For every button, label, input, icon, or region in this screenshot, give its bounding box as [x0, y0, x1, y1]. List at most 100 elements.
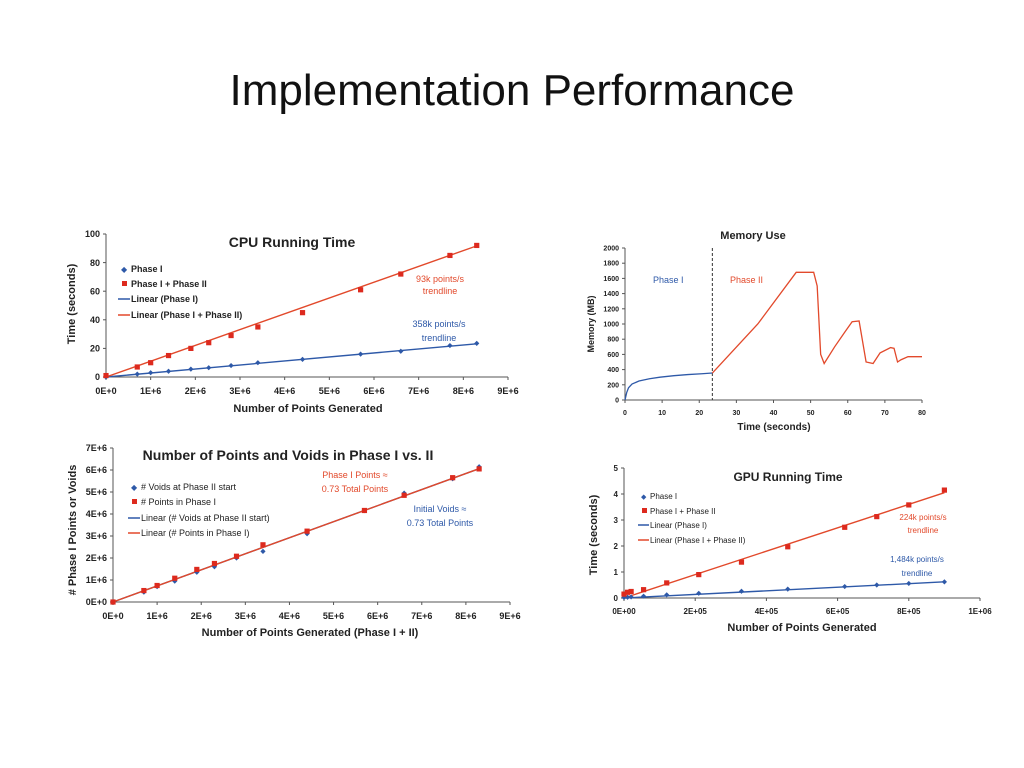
y-axis-label: Memory (MB) — [586, 295, 596, 352]
legend-marker-voids: ◆ — [131, 483, 138, 492]
data-point-square — [206, 340, 212, 346]
x-axis-label: Time (seconds) — [737, 422, 810, 433]
memory-chart-panel: Memory Use Memory (MB) Time (seconds) Ph… — [578, 226, 930, 436]
y-tick-label: 2E+6 — [86, 553, 107, 563]
legend-marker-points — [132, 499, 137, 504]
x-tick-label: 3E+6 — [235, 611, 256, 621]
data-point-diamond — [134, 371, 140, 377]
data-point-diamond — [358, 351, 364, 357]
y-tick-label: 7E+6 — [86, 443, 107, 453]
y-tick-label: 100 — [85, 229, 100, 239]
data-point-square — [172, 575, 178, 581]
x-tick-label: 3E+6 — [229, 386, 250, 396]
series-line-phase1 — [624, 372, 713, 401]
y-tick-label: 4 — [614, 490, 619, 499]
voids-chart-panel: Number of Points and Voids in Phase I vs… — [60, 438, 530, 644]
data-point-diamond — [260, 548, 266, 554]
x-tick-label: 6E+6 — [363, 386, 384, 396]
y-tick-label: 5 — [614, 464, 619, 473]
data-point-diamond — [148, 370, 154, 376]
data-point-square — [141, 587, 147, 594]
data-point-square — [103, 372, 109, 379]
phase2-label: Phase II — [730, 275, 763, 285]
legend-linear-phase1: Linear (Phase I) — [131, 294, 198, 304]
legend-points: # Points in Phase I — [141, 497, 216, 507]
y-tick-label: 600 — [607, 352, 619, 359]
y-tick-label: 400 — [607, 367, 619, 374]
legend-phase1: Phase I — [650, 492, 677, 501]
x-tick-label: 60 — [844, 410, 852, 417]
data-point-diamond — [299, 356, 306, 363]
annotation-phase1: 358k points/s trendline — [412, 319, 466, 343]
chart-title: Number of Points and Voids in Phase I vs… — [143, 447, 434, 463]
data-point-diamond — [172, 578, 178, 584]
legend-phase1: Phase I — [131, 264, 163, 274]
cpu-chart-panel: CPU Running Time Time (seconds) Number o… — [58, 224, 528, 420]
data-point-diamond — [206, 365, 212, 371]
data-point-diamond — [738, 588, 745, 594]
y-tick-label: 1 — [614, 568, 619, 577]
data-point-diamond — [398, 348, 404, 354]
annotation-line2: 0.73 Total Points — [322, 484, 389, 494]
data-point-square — [941, 487, 947, 493]
slide-title: Implementation Performance — [229, 66, 795, 115]
y-tick-label: 1800 — [603, 261, 619, 268]
legend: ◆ # Voids at Phase II start # Points in … — [128, 482, 270, 538]
data-point-square — [148, 360, 154, 366]
legend-marker-phase2 — [642, 508, 647, 513]
x-tick-label: 2E+6 — [185, 386, 206, 396]
x-axis-label: Number of Points Generated (Phase I + II… — [202, 627, 419, 639]
x-tick-label: 4E+6 — [279, 611, 300, 621]
x-tick-label: 30 — [732, 410, 740, 417]
y-tick-label: 5E+6 — [86, 487, 107, 497]
data-point-square — [188, 345, 194, 351]
y-tick-label: 80 — [90, 258, 100, 268]
x-tick-label: 10 — [658, 410, 666, 417]
annotation-phase1: 1,484k points/s trendline — [890, 555, 944, 578]
data-point-square — [299, 310, 306, 316]
legend-marker-phase1: ◆ — [641, 494, 647, 501]
trendline-phase2 — [623, 492, 945, 599]
legend: ◆ Phase I Phase I + Phase II Linear (Pha… — [118, 264, 242, 320]
voids-chart: Number of Points and Voids in Phase I vs… — [67, 443, 521, 639]
chart-title: Memory Use — [720, 230, 785, 242]
data-point-square — [664, 580, 670, 586]
legend: ◆ Phase I Phase I + Phase II Linear (Pha… — [638, 492, 746, 545]
data-point-square — [228, 332, 234, 339]
data-point-square — [134, 364, 140, 370]
data-point-square — [110, 599, 116, 605]
data-point-square — [640, 587, 647, 593]
data-point-diamond — [842, 583, 848, 590]
legend-linear-phase2: Linear (Phase I + Phase II) — [650, 536, 746, 545]
data-point-square — [842, 524, 848, 530]
cpu-chart: CPU Running Time Time (seconds) Number o… — [66, 229, 519, 415]
data-point-square — [398, 271, 404, 277]
y-tick-label: 0 — [614, 594, 619, 603]
x-tick-label: 6E+6 — [367, 611, 388, 621]
legend-marker-phase1: ◆ — [121, 265, 128, 274]
series-line-phase2 — [711, 271, 922, 374]
annotation-line1: Initial Voids ≈ — [414, 504, 467, 514]
annotation-line2: 0.73 Total Points — [407, 518, 474, 528]
y-tick-label: 4E+6 — [86, 509, 107, 519]
x-tick-label: 8E+05 — [897, 607, 921, 616]
data-point-square — [304, 528, 310, 534]
data-point-square — [447, 252, 453, 259]
legend-linear-voids: Linear (# Voids at Phase II start) — [141, 513, 270, 523]
x-tick-label: 4E+6 — [274, 386, 295, 396]
y-tick-label: 1E+6 — [86, 575, 107, 585]
x-tick-label: 2E+6 — [191, 611, 212, 621]
x-tick-label: 6E+05 — [826, 607, 850, 616]
annotation-line2: trendline — [908, 526, 939, 535]
x-tick-label: 2E+05 — [684, 607, 708, 616]
annotation-line2: trendline — [423, 286, 458, 296]
annotation-phase2: 224k points/s trendline — [899, 513, 946, 535]
y-tick-label: 1000 — [603, 321, 619, 328]
data-point-diamond — [474, 340, 480, 346]
data-point-diamond — [664, 592, 670, 598]
trendline-phase1 — [105, 343, 477, 378]
chart-title: CPU Running Time — [229, 234, 356, 250]
data-point-square — [696, 572, 702, 578]
x-tick-label: 0 — [623, 410, 627, 417]
data-point-square — [785, 544, 791, 550]
